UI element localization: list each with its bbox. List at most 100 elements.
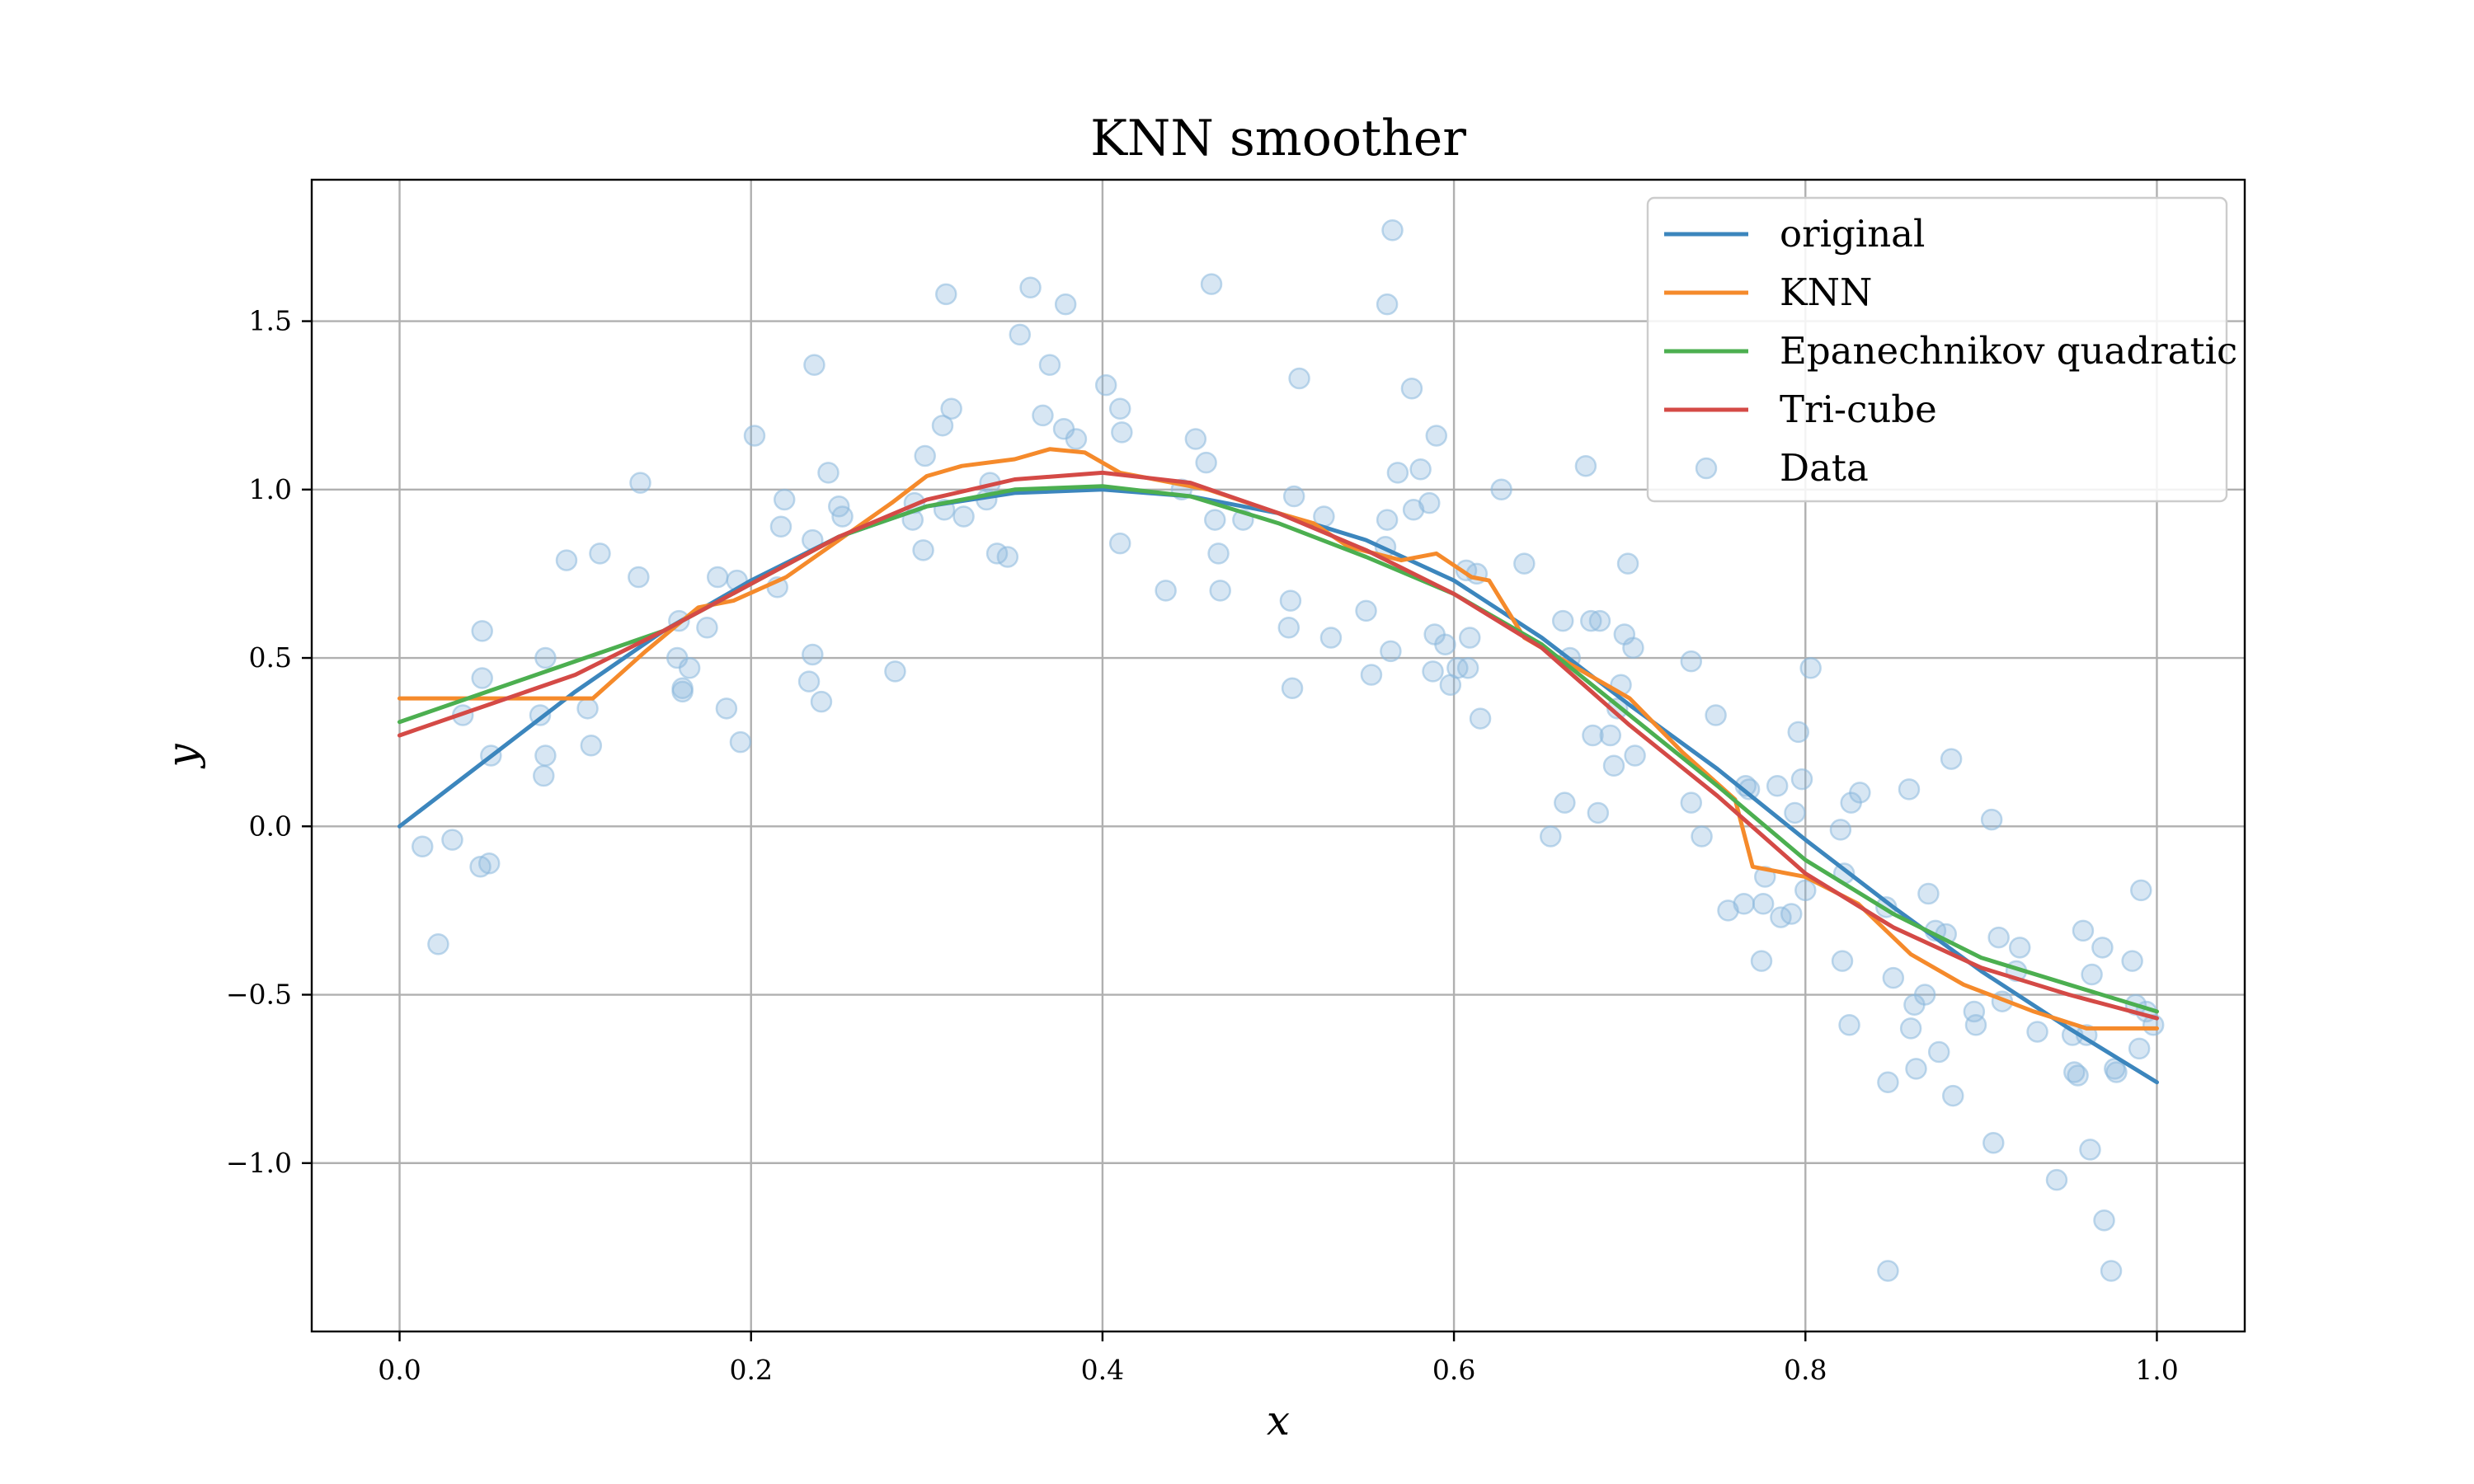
data-point	[729, 730, 752, 754]
data-point	[1913, 984, 1936, 1006]
y-axis-label: y	[158, 744, 206, 769]
data-point	[940, 397, 962, 420]
data-point	[1898, 778, 1921, 801]
data-point	[1587, 801, 1610, 824]
data-point	[1987, 926, 2010, 949]
data-point	[533, 764, 555, 787]
data-point	[1849, 782, 1871, 804]
data-point	[931, 414, 954, 437]
data-point	[1281, 677, 1304, 700]
data-point	[1877, 1071, 1899, 1093]
data-point	[1425, 425, 1448, 447]
data-point	[996, 546, 1019, 568]
data-point	[1434, 633, 1456, 655]
data-point	[1799, 657, 1822, 679]
chart-title: KNN smoother	[1090, 110, 1466, 167]
data-point	[534, 646, 557, 669]
data-point	[2081, 963, 2103, 986]
data-point	[1964, 1014, 1987, 1036]
data-point	[715, 697, 738, 720]
data-point	[671, 677, 694, 700]
data-point	[2063, 1061, 2086, 1083]
data-point	[706, 566, 729, 589]
data-point	[441, 829, 463, 851]
data-point	[628, 566, 650, 589]
data-point	[773, 488, 796, 511]
data-point	[2045, 1168, 2068, 1191]
data-point	[2100, 1260, 2123, 1282]
data-point	[2130, 879, 2152, 902]
data-point	[2067, 1064, 2089, 1087]
data-point	[629, 472, 651, 494]
data-point	[1622, 636, 1644, 660]
data-point	[802, 643, 824, 666]
data-point	[1838, 1014, 1860, 1036]
data-point	[1400, 378, 1423, 400]
x-tick-label: 0.0	[378, 1354, 421, 1386]
data-point	[1780, 903, 1803, 925]
data-point	[1288, 367, 1310, 390]
data-point	[1469, 707, 1492, 730]
legend-label: KNN	[1780, 270, 1872, 314]
data-point	[1980, 808, 2003, 831]
data-point	[576, 697, 599, 720]
data-point	[2128, 1037, 2151, 1060]
y-tick-label: 0.5	[249, 641, 292, 674]
data-point	[1207, 542, 1230, 565]
data-point	[1588, 609, 1611, 632]
x-axis-label: x	[1267, 1397, 1290, 1444]
data-point	[1580, 609, 1602, 632]
data-point	[1599, 724, 1621, 747]
data-point	[471, 667, 493, 689]
data-point	[1513, 552, 1536, 575]
y-tick-label: 1.5	[249, 305, 292, 337]
data-point	[411, 835, 434, 858]
data-point	[1831, 950, 1854, 972]
data-point	[1376, 293, 1399, 316]
data-point	[1282, 485, 1305, 508]
data-point	[1877, 1260, 1899, 1282]
y-tick-label: 0.0	[249, 810, 292, 842]
data-point	[1459, 627, 1481, 649]
series-line-3	[397, 470, 2159, 1021]
data-scatter	[411, 219, 2165, 1282]
data-point	[1882, 966, 1905, 989]
data-point	[1009, 323, 1032, 346]
data-point	[1277, 617, 1300, 639]
data-point	[1204, 509, 1226, 531]
data-point	[696, 617, 718, 639]
data-point	[912, 539, 934, 561]
data-point	[1680, 650, 1703, 673]
data-point	[1409, 458, 1432, 481]
data-point	[952, 505, 975, 528]
data-point	[797, 670, 821, 693]
data-point	[1422, 660, 1444, 683]
data-point	[743, 425, 766, 447]
data-point	[1319, 627, 1343, 649]
legend-box	[1646, 196, 2228, 503]
data-point	[1279, 589, 1302, 612]
data-point	[471, 620, 493, 642]
data-point	[1490, 478, 1512, 501]
data-point	[1386, 462, 1409, 484]
data-point	[534, 744, 557, 767]
data-point	[1794, 879, 1817, 902]
data-point	[1691, 825, 1713, 848]
data-point	[2105, 1061, 2128, 1083]
data-point	[1942, 1084, 1964, 1107]
data-point	[1195, 451, 1217, 474]
series-lines	[397, 447, 2159, 1085]
data-point	[817, 462, 840, 484]
legend-label: Data	[1780, 446, 1869, 490]
data-point	[1155, 580, 1177, 602]
data-point	[1554, 791, 1576, 814]
data-point	[1108, 532, 1131, 555]
data-point	[1752, 892, 1775, 915]
data-point	[2091, 937, 2114, 959]
data-point	[2026, 1021, 2048, 1043]
data-point	[477, 852, 501, 875]
data-point	[1733, 892, 1755, 915]
data-point	[1108, 397, 1131, 420]
data-point	[555, 549, 578, 571]
data-point	[1940, 748, 1963, 770]
